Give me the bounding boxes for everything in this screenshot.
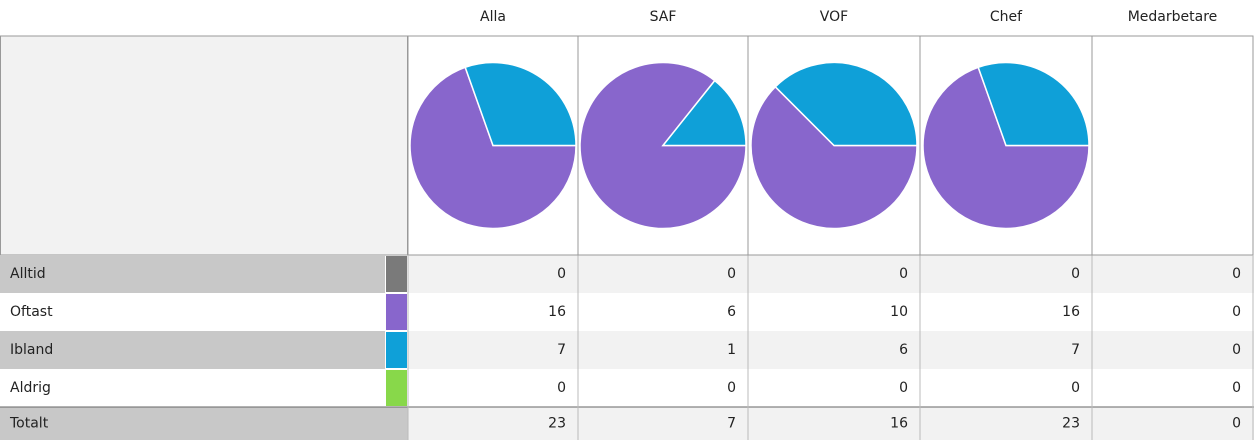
- cell-value: 7: [1071, 342, 1080, 358]
- corner-cell: [0, 35, 408, 256]
- pie-slice: [750, 85, 918, 230]
- cell-value: 0: [899, 266, 908, 282]
- total-label: Totalt: [9, 416, 49, 432]
- column-header: SAF: [650, 9, 677, 25]
- row-data-bg: [408, 255, 1254, 293]
- row-data-bg: [408, 331, 1254, 369]
- total-label-bg: [0, 407, 408, 440]
- row-label: Oftast: [10, 304, 53, 320]
- row-label: Ibland: [10, 342, 53, 358]
- cell-value: 0: [1232, 380, 1241, 396]
- cell-value: 0: [557, 266, 566, 282]
- cell-value: 0: [1071, 380, 1080, 396]
- row-label: Aldrig: [10, 380, 51, 396]
- cell-value: 10: [890, 304, 908, 320]
- pie-slice: [409, 66, 577, 230]
- row-label-bg: [0, 255, 385, 293]
- pie-slice: [661, 79, 747, 147]
- cell-value: 0: [899, 380, 908, 396]
- cell-value: 1: [727, 342, 736, 358]
- cell-value: 6: [727, 304, 736, 320]
- color-swatch: [386, 332, 407, 368]
- cell-value: 0: [727, 266, 736, 282]
- pie-slice: [774, 61, 918, 147]
- total-value: 0: [1232, 416, 1241, 432]
- cell-value: 0: [1232, 266, 1241, 282]
- column-header: Medarbetare: [1128, 9, 1218, 25]
- row-data-bg: [408, 293, 1254, 331]
- row-label-bg: [0, 331, 385, 369]
- pie-slice: [464, 61, 577, 147]
- color-swatch: [386, 294, 407, 330]
- cell-value: 0: [1232, 342, 1241, 358]
- total-value: 23: [1062, 416, 1080, 432]
- row-label-bg: [0, 293, 385, 331]
- cell-value: 16: [1062, 304, 1080, 320]
- column-header: VOF: [820, 9, 848, 25]
- cell-value: 6: [899, 342, 908, 358]
- color-swatch: [386, 256, 407, 292]
- column-header: Alla: [480, 9, 506, 25]
- cell-value: 0: [557, 380, 566, 396]
- row-data-bg: [408, 369, 1254, 407]
- pie-cell: [1091, 35, 1254, 256]
- cell-value: 7: [557, 342, 566, 358]
- pie-slice: [977, 61, 1090, 147]
- total-data-bg: [408, 407, 1254, 440]
- pie-slice: [922, 66, 1090, 230]
- color-swatch: [386, 370, 407, 406]
- row-label-bg: [0, 369, 385, 407]
- total-value: 16: [890, 416, 908, 432]
- cell-value: 0: [727, 380, 736, 396]
- cell-value: 0: [1071, 266, 1080, 282]
- row-label: Alltid: [10, 266, 46, 282]
- column-header: Chef: [990, 9, 1023, 25]
- total-value: 23: [548, 416, 566, 432]
- cell-value: 16: [548, 304, 566, 320]
- cell-value: 0: [1232, 304, 1241, 320]
- total-value: 7: [727, 416, 736, 432]
